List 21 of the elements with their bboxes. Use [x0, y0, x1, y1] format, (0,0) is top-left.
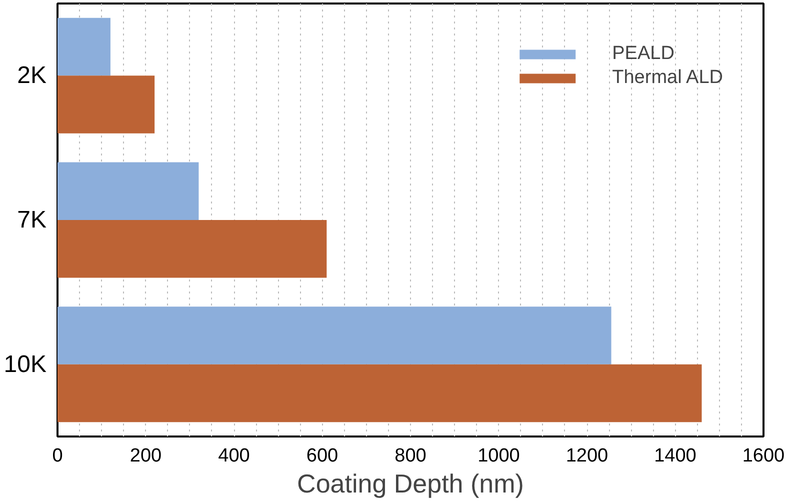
legend-label: Thermal ALD: [612, 67, 723, 89]
y-tick-label: 10K: [4, 350, 46, 378]
x-tick-label: 1200: [566, 446, 608, 466]
x-tick-label: 200: [130, 446, 162, 466]
bar: [58, 76, 155, 134]
bar: [58, 18, 110, 76]
x-axis-title: Coating Depth (nm): [297, 468, 524, 498]
y-tick-label: 2K: [17, 62, 47, 90]
bar: [58, 306, 612, 364]
x-tick-label: 600: [306, 446, 338, 466]
y-tick-label: 7K: [17, 206, 47, 234]
bar: [58, 162, 199, 220]
x-tick-label: 1400: [654, 446, 696, 466]
x-tick-label: 1600: [742, 446, 785, 466]
legend-label: PEALD: [612, 43, 674, 65]
x-tick-label: 800: [394, 446, 426, 466]
x-tick-label: 1000: [478, 446, 520, 466]
x-tick-label: 0: [52, 446, 63, 466]
bar: [58, 220, 327, 278]
bar: [58, 364, 702, 422]
x-tick-label: 400: [218, 446, 250, 466]
